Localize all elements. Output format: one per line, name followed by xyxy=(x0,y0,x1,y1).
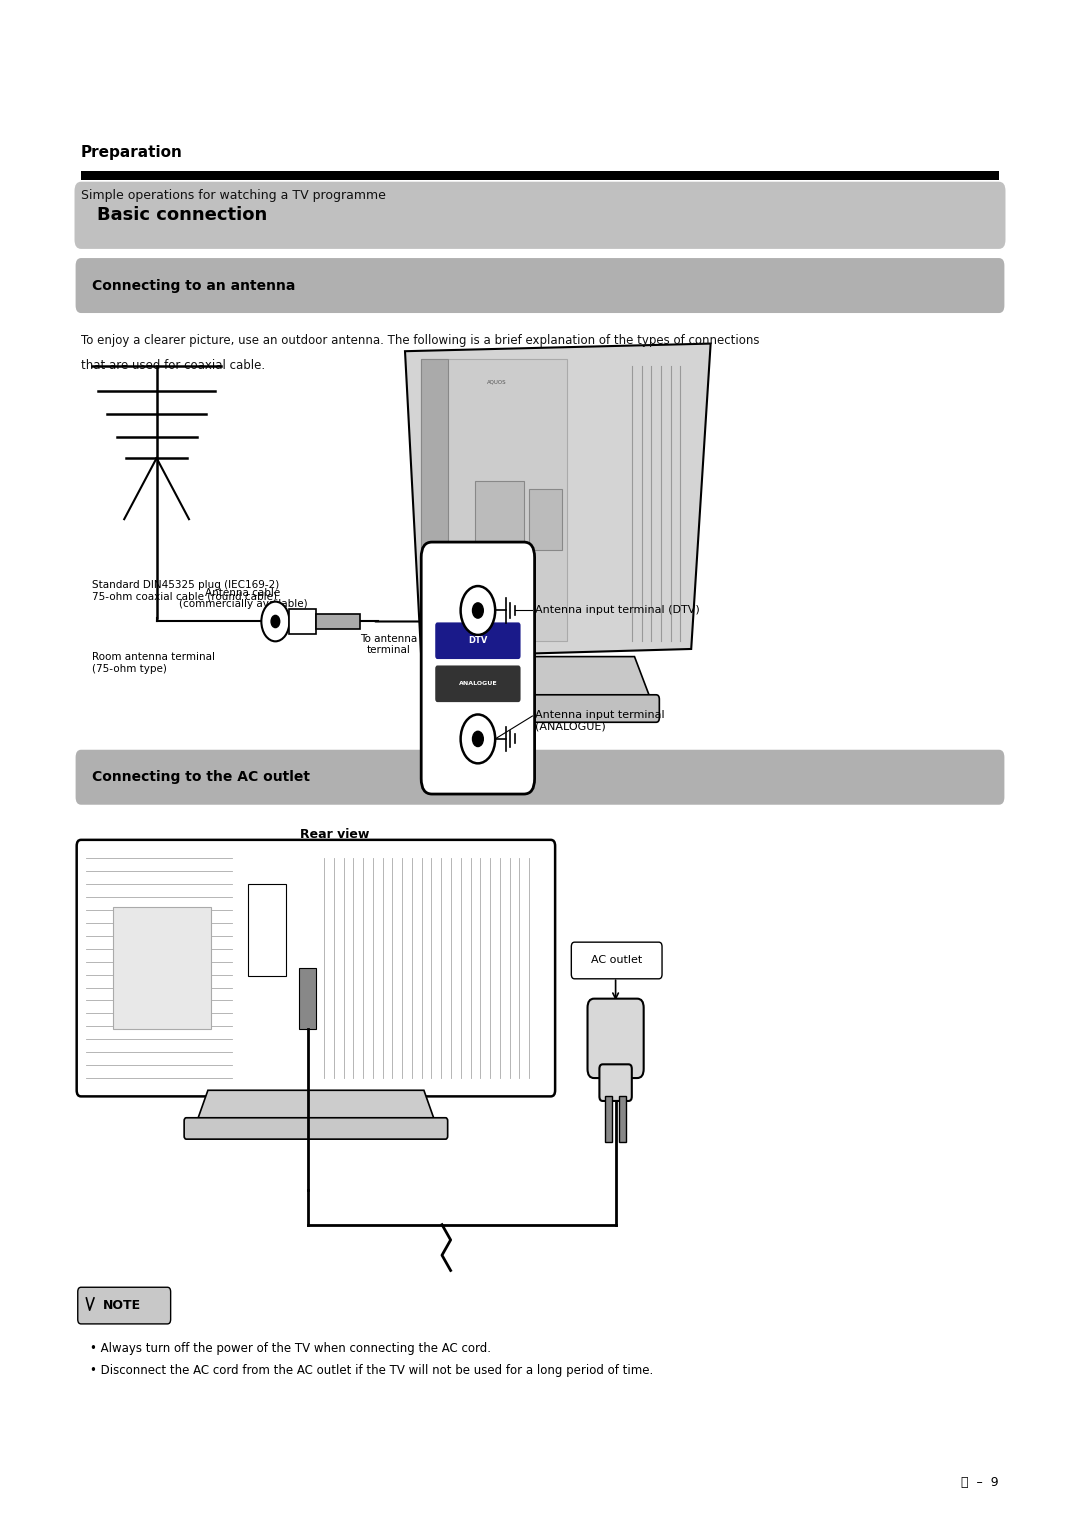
FancyBboxPatch shape xyxy=(76,258,1004,313)
Text: • Disconnect the AC cord from the AC outlet if the TV will not be used for a lon: • Disconnect the AC cord from the AC out… xyxy=(90,1364,653,1377)
FancyBboxPatch shape xyxy=(184,1118,447,1139)
FancyBboxPatch shape xyxy=(77,840,555,1096)
Bar xyxy=(248,884,286,976)
Bar xyxy=(421,359,567,641)
Bar xyxy=(299,968,316,1029)
Text: NOTE: NOTE xyxy=(103,1299,140,1312)
FancyBboxPatch shape xyxy=(78,1287,171,1324)
Text: Antenna input terminal (DTV): Antenna input terminal (DTV) xyxy=(535,606,700,615)
Bar xyxy=(289,609,316,634)
Circle shape xyxy=(460,586,495,635)
FancyBboxPatch shape xyxy=(435,666,521,702)
Circle shape xyxy=(261,602,289,641)
Text: • Always turn off the power of the TV when connecting the AC cord.: • Always turn off the power of the TV wh… xyxy=(90,1342,490,1356)
FancyBboxPatch shape xyxy=(486,695,659,722)
FancyBboxPatch shape xyxy=(588,999,644,1078)
Polygon shape xyxy=(405,344,711,657)
FancyBboxPatch shape xyxy=(571,942,662,979)
Text: AQUOS: AQUOS xyxy=(487,379,507,385)
Text: Connecting to an antenna: Connecting to an antenna xyxy=(92,278,295,293)
Text: Antenna input terminal
(ANALOGUE): Antenna input terminal (ANALOGUE) xyxy=(535,710,664,731)
FancyBboxPatch shape xyxy=(599,1064,632,1101)
Text: DTV: DTV xyxy=(469,637,487,646)
Circle shape xyxy=(271,615,280,628)
Bar xyxy=(316,614,360,629)
Text: ⓔ  –  9: ⓔ – 9 xyxy=(961,1475,999,1489)
FancyBboxPatch shape xyxy=(76,750,1004,805)
FancyBboxPatch shape xyxy=(75,182,1005,249)
Bar xyxy=(605,1096,612,1142)
Text: that are used for coaxial cable.: that are used for coaxial cable. xyxy=(81,359,265,373)
Text: To antenna
terminal: To antenna terminal xyxy=(360,634,418,655)
Text: Room antenna terminal
(75-ohm type): Room antenna terminal (75-ohm type) xyxy=(92,652,215,673)
Text: AC outlet: AC outlet xyxy=(591,956,643,965)
FancyBboxPatch shape xyxy=(435,623,521,660)
Text: ANALOGUE: ANALOGUE xyxy=(459,681,497,686)
Circle shape xyxy=(473,603,483,618)
Text: Basic connection: Basic connection xyxy=(97,206,268,224)
Bar xyxy=(529,489,562,550)
FancyBboxPatch shape xyxy=(421,542,535,794)
Text: Standard DIN45325 plug (IEC169-2)
75-ohm coaxial cable (round cable): Standard DIN45325 plug (IEC169-2) 75-ohm… xyxy=(92,580,279,602)
Bar xyxy=(475,481,524,573)
Text: Antenna cable
(commercially available): Antenna cable (commercially available) xyxy=(178,588,308,609)
Text: Rear view: Rear view xyxy=(300,828,369,841)
Bar xyxy=(619,1096,626,1142)
Bar xyxy=(81,171,999,180)
Bar xyxy=(421,359,448,641)
Bar xyxy=(113,907,211,1029)
Text: Connecting to the AC outlet: Connecting to the AC outlet xyxy=(92,770,310,785)
Polygon shape xyxy=(495,657,651,699)
Polygon shape xyxy=(197,1090,434,1121)
Circle shape xyxy=(460,715,495,764)
Circle shape xyxy=(473,731,483,747)
Text: Simple operations for watching a TV programme: Simple operations for watching a TV prog… xyxy=(81,188,386,202)
Text: To enjoy a clearer picture, use an outdoor antenna. The following is a brief exp: To enjoy a clearer picture, use an outdo… xyxy=(81,334,759,348)
Text: Preparation: Preparation xyxy=(81,145,183,160)
